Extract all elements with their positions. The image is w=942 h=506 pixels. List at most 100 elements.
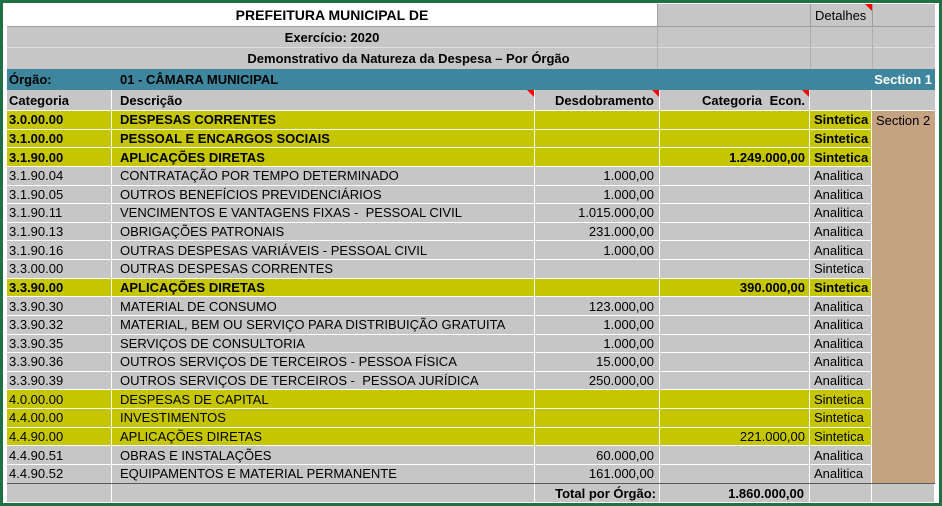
cell-tipo[interactable]: Sintetica	[810, 427, 872, 447]
cell-desdobramento[interactable]: 250.000,00	[535, 371, 660, 391]
header-categoria-econ[interactable]: Categoria Econ.	[660, 90, 810, 111]
cell-categoria-econ[interactable]	[660, 111, 810, 130]
cell-descricao[interactable]: OUTRAS DESPESAS CORRENTES	[112, 260, 535, 279]
cell-desdobramento[interactable]: 1.000,00	[535, 334, 660, 354]
cell-tipo[interactable]: Analitica	[810, 166, 872, 186]
cell-categoria[interactable]: 3.1.90.00	[7, 148, 112, 167]
cell-categoria[interactable]: 3.1.90.16	[7, 241, 112, 260]
cell-categoria-econ[interactable]	[660, 315, 810, 335]
cell-categoria-econ[interactable]	[660, 353, 810, 372]
cell-descricao[interactable]: OUTROS SERVIÇOS DE TERCEIROS - PESSOA JU…	[112, 371, 535, 391]
cell-desdobramento[interactable]: 1.000,00	[535, 241, 660, 260]
cell-tipo[interactable]: Sintetica	[810, 148, 872, 167]
total-label[interactable]: Total por Órgão:	[535, 484, 660, 502]
cell-categoria[interactable]: 3.3.90.30	[7, 297, 112, 316]
cell-categoria-econ[interactable]	[660, 464, 810, 484]
cell-categoria[interactable]: 3.1.90.05	[7, 185, 112, 205]
orgao-row[interactable]: Órgão: 01 - CÂMARA MUNICIPAL Section 1	[7, 69, 935, 90]
cell-tipo[interactable]: Analitica	[810, 353, 872, 372]
cell-tipo[interactable]: Analitica	[810, 222, 872, 242]
cell-desdobramento[interactable]: 231.000,00	[535, 222, 660, 242]
subtitle-row[interactable]: Demonstrativo da Natureza da Despesa – P…	[7, 48, 935, 69]
cell-descricao[interactable]: MATERIAL, BEM OU SERVIÇO PARA DISTRIBUIÇ…	[112, 315, 535, 335]
cell-desdobramento[interactable]	[535, 409, 660, 428]
cell-categoria-econ[interactable]: 221.000,00	[660, 427, 810, 447]
cell-desdobramento[interactable]	[535, 427, 660, 447]
cell-tipo[interactable]: Sintetica	[810, 390, 872, 409]
cell-categoria-econ[interactable]	[660, 390, 810, 409]
empty-cell[interactable]	[872, 484, 935, 502]
total-value[interactable]: 1.860.000,00	[660, 484, 810, 502]
report-title-cell[interactable]: PREFEITURA MUNICIPAL DE	[7, 4, 657, 26]
cell-desdobramento[interactable]: 1.015.000,00	[535, 204, 660, 223]
cell-categoria-econ[interactable]: 390.000,00	[660, 278, 810, 298]
cell-tipo[interactable]: Sintetica	[810, 129, 872, 149]
cell-descricao[interactable]: APLICAÇÕES DIRETAS	[112, 278, 535, 298]
cell-desdobramento[interactable]: 15.000,00	[535, 353, 660, 372]
cell-categoria[interactable]: 4.4.00.00	[7, 409, 112, 428]
cell-descricao[interactable]: APLICAÇÕES DIRETAS	[112, 427, 535, 447]
cell-descricao[interactable]: INVESTIMENTOS	[112, 409, 535, 428]
cell-categoria[interactable]: 3.3.90.36	[7, 353, 112, 372]
cell-descricao[interactable]: PESSOAL E ENCARGOS SOCIAIS	[112, 129, 535, 149]
cell-descricao[interactable]: APLICAÇÕES DIRETAS	[112, 148, 535, 167]
cell-categoria[interactable]: 3.1.00.00	[7, 129, 112, 149]
cell-categoria-econ[interactable]	[660, 334, 810, 354]
cell-descricao[interactable]: DESPESAS CORRENTES	[112, 111, 535, 130]
cell-categoria-econ[interactable]	[660, 297, 810, 316]
cell-desdobramento[interactable]: 161.000,00	[535, 464, 660, 484]
empty-cell[interactable]	[872, 4, 935, 26]
cell-descricao[interactable]: OBRIGAÇÕES PATRONAIS	[112, 222, 535, 242]
detalhes-cell[interactable]: Detalhes	[810, 4, 872, 26]
cell-categoria-econ[interactable]	[660, 129, 810, 149]
cell-tipo[interactable]: Analitica	[810, 204, 872, 223]
cell-descricao[interactable]: EQUIPAMENTOS E MATERIAL PERMANENTE	[112, 464, 535, 484]
cell-categoria-econ[interactable]	[660, 409, 810, 428]
cell-categoria[interactable]: 3.3.90.32	[7, 315, 112, 335]
cell-categoria-econ[interactable]	[660, 222, 810, 242]
cell-desdobramento[interactable]: 1.000,00	[535, 185, 660, 205]
cell-desdobramento[interactable]: 60.000,00	[535, 446, 660, 465]
cell-desdobramento[interactable]	[535, 278, 660, 298]
cell-tipo[interactable]: Sintetica	[810, 111, 872, 130]
cell-descricao[interactable]: MATERIAL DE CONSUMO	[112, 297, 535, 316]
cell-desdobramento[interactable]	[535, 260, 660, 279]
cell-categoria[interactable]: 3.3.90.35	[7, 334, 112, 354]
cell-desdobramento[interactable]: 1.000,00	[535, 166, 660, 186]
cell-categoria-econ[interactable]	[660, 185, 810, 205]
cell-descricao[interactable]: DESPESAS DE CAPITAL	[112, 390, 535, 409]
cell-tipo[interactable]: Sintetica	[810, 278, 872, 298]
cell-categoria[interactable]: 4.4.90.52	[7, 464, 112, 484]
cell-tipo[interactable]: Analitica	[810, 371, 872, 391]
cell-tipo[interactable]: Analitica	[810, 334, 872, 354]
cell-categoria[interactable]: 3.1.90.13	[7, 222, 112, 242]
cell-tipo[interactable]: Analitica	[810, 315, 872, 335]
cell-categoria[interactable]: 3.3.00.00	[7, 260, 112, 279]
cell-desdobramento[interactable]	[535, 129, 660, 149]
header-descricao[interactable]: Descrição	[112, 90, 535, 111]
cell-tipo[interactable]: Analitica	[810, 464, 872, 484]
cell-categoria[interactable]: 3.3.90.39	[7, 371, 112, 391]
cell-descricao[interactable]: SERVIÇOS DE CONSULTORIA	[112, 334, 535, 354]
cell-descricao[interactable]: OBRAS E INSTALAÇÕES	[112, 446, 535, 465]
cell-categoria[interactable]: 3.0.00.00	[7, 111, 112, 130]
empty-cell[interactable]	[112, 484, 535, 502]
cell-categoria-econ[interactable]	[660, 446, 810, 465]
cell-tipo[interactable]: Sintetica	[810, 409, 872, 428]
cell-categoria-econ[interactable]	[660, 260, 810, 279]
cell-categoria[interactable]: 3.1.90.04	[7, 166, 112, 186]
cell-tipo[interactable]: Sintetica	[810, 260, 872, 279]
empty-cell[interactable]	[7, 484, 112, 502]
cell-desdobramento[interactable]	[535, 390, 660, 409]
cell-categoria-econ[interactable]	[660, 371, 810, 391]
cell-categoria[interactable]: 3.3.90.00	[7, 278, 112, 298]
cell-desdobramento[interactable]: 1.000,00	[535, 315, 660, 335]
cell-categoria[interactable]: 4.4.90.51	[7, 446, 112, 465]
cell-categoria[interactable]: 3.1.90.11	[7, 204, 112, 223]
cell-categoria[interactable]: 4.4.90.00	[7, 427, 112, 447]
cell-categoria-econ[interactable]	[660, 166, 810, 186]
cell-tipo[interactable]: Analitica	[810, 446, 872, 465]
cell-descricao[interactable]: OUTRAS DESPESAS VARIÁVEIS - PESSOAL CIVI…	[112, 241, 535, 260]
cell-tipo[interactable]: Analitica	[810, 241, 872, 260]
cell-descricao[interactable]: VENCIMENTOS E VANTAGENS FIXAS - PESSOAL …	[112, 204, 535, 223]
